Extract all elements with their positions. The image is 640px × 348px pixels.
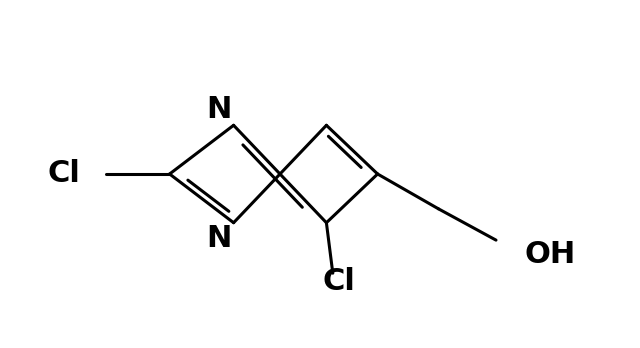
Text: N: N — [206, 224, 232, 253]
Text: Cl: Cl — [323, 268, 356, 296]
Text: Cl: Cl — [47, 159, 81, 189]
Text: OH: OH — [525, 240, 576, 269]
Text: N: N — [206, 95, 232, 124]
